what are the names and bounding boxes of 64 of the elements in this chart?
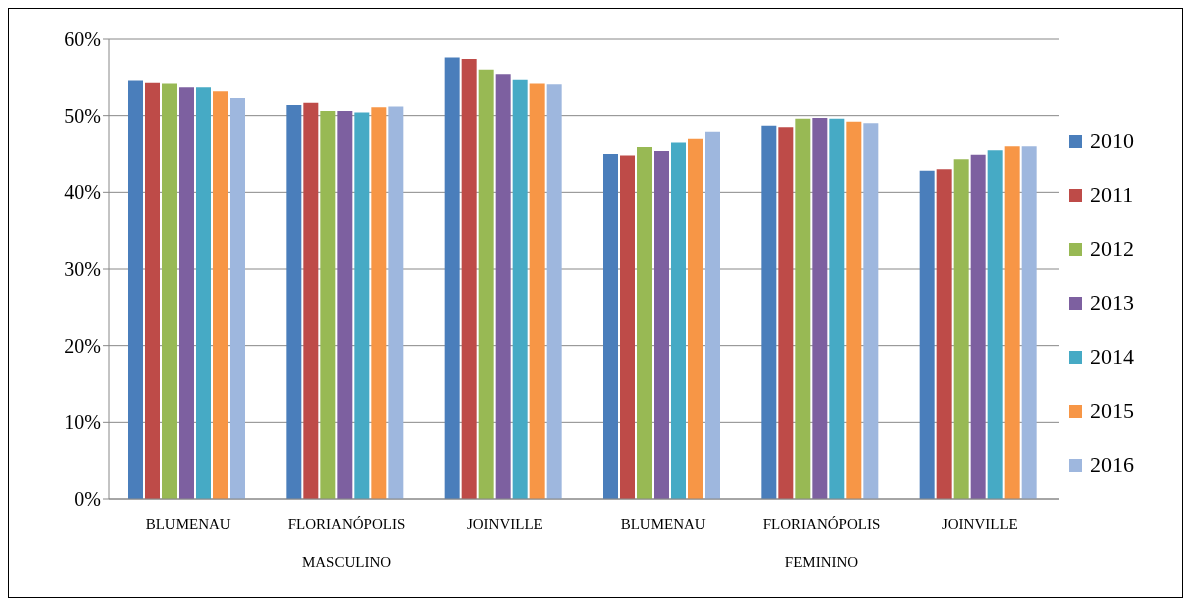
legend-label: 2012 — [1090, 236, 1134, 262]
bar — [179, 87, 194, 499]
bar — [388, 106, 404, 499]
bar — [529, 83, 545, 499]
y-tick-label: 20% — [64, 334, 101, 357]
legend-label: 2016 — [1090, 452, 1134, 478]
bar — [230, 98, 245, 499]
bar — [919, 170, 935, 499]
bar — [829, 118, 845, 499]
x-tick-label: BLUMENAU — [145, 516, 231, 532]
bar — [1004, 146, 1020, 499]
bar — [761, 125, 777, 499]
bar — [637, 147, 652, 499]
y-tick-label: 30% — [64, 258, 101, 281]
bar — [444, 57, 460, 499]
bar — [671, 142, 686, 499]
bar — [778, 127, 794, 499]
bar — [213, 91, 228, 499]
bar — [371, 107, 387, 499]
bar — [546, 84, 562, 499]
bar — [337, 111, 353, 499]
bar — [128, 80, 143, 499]
bar — [286, 104, 302, 499]
bar — [795, 118, 811, 499]
bar — [145, 82, 160, 499]
bar — [495, 74, 511, 499]
x-tick-label: FLORIANÓPOLIS — [762, 516, 881, 532]
y-tick-label: 10% — [64, 411, 101, 434]
text: FEMININO — [784, 554, 859, 570]
legend-label: 2010 — [1090, 128, 1134, 154]
bar — [1021, 146, 1037, 499]
bar — [196, 87, 211, 499]
text: MASCULINO — [301, 554, 392, 570]
legend-label: 2014 — [1090, 344, 1134, 370]
bar — [654, 150, 669, 499]
x-tick-label: BLUMENAU — [620, 516, 706, 532]
y-tick-label: 60% — [64, 28, 101, 51]
bar — [705, 131, 720, 499]
bar — [970, 154, 986, 499]
bar — [688, 138, 703, 499]
bar — [863, 123, 879, 499]
bar — [512, 79, 528, 499]
y-tick-label: 50% — [64, 104, 101, 127]
bar — [936, 169, 952, 499]
legend-label: 2013 — [1090, 290, 1134, 316]
bar — [162, 83, 177, 499]
x-tick-label: JOINVILLE — [941, 516, 1018, 532]
y-tick-label: 40% — [64, 181, 101, 204]
bar — [603, 154, 618, 499]
bar — [303, 102, 319, 499]
x-tick-label: FLORIANÓPOLIS — [287, 516, 406, 532]
bar — [812, 117, 828, 499]
bar — [953, 159, 969, 499]
bar — [620, 155, 635, 499]
y-tick-label: 0% — [74, 488, 101, 511]
bar — [354, 112, 370, 499]
bar — [846, 121, 862, 499]
x-tick-label: JOINVILLE — [466, 516, 543, 532]
bar — [461, 58, 477, 499]
legend-label: 2011 — [1090, 182, 1134, 208]
legend-label: 2015 — [1090, 398, 1134, 424]
bar — [320, 111, 336, 499]
bar — [478, 69, 494, 499]
bar — [987, 150, 1003, 499]
